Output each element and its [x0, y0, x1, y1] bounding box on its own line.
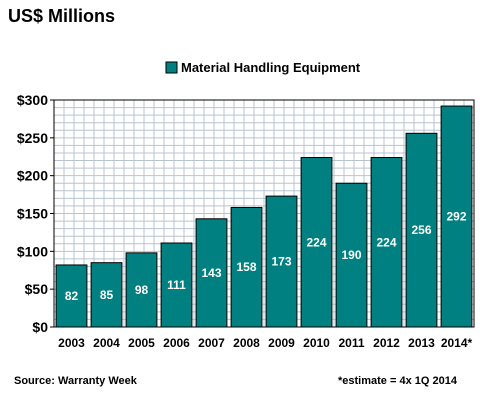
bar	[230, 206, 263, 328]
bar-data-label: 85	[100, 288, 114, 302]
x-tick-label: 2013	[408, 336, 435, 350]
x-tick-label: 2014*	[441, 336, 473, 350]
y-tick-label: $250	[17, 130, 48, 146]
bar-data-label: 98	[135, 283, 149, 297]
y-axis-ticks: $0 $50 $100 $150 $200 $250 $300	[17, 92, 54, 335]
y-tick-label: $50	[25, 281, 49, 297]
bar	[160, 242, 193, 328]
y-tick-label: $200	[17, 168, 48, 184]
x-tick-label: 2003	[58, 336, 85, 350]
legend-swatch	[165, 61, 178, 74]
bar-data-label: 158	[236, 260, 256, 274]
bar-data-label: 143	[201, 266, 221, 280]
legend: Material Handling Equipment	[165, 60, 361, 75]
y-tick-label: $300	[17, 92, 48, 108]
y-tick-label: $150	[17, 206, 48, 222]
legend-label: Material Handling Equipment	[181, 60, 361, 75]
bar	[405, 132, 438, 328]
bar-data-label: 292	[446, 210, 466, 224]
estimate-note: *estimate = 4x 1Q 2014	[338, 375, 458, 387]
x-tick-label: 2011	[338, 336, 364, 350]
bar-data-label: 224	[376, 235, 396, 249]
chart-title: US$ Millions	[8, 6, 115, 26]
x-tick-label: 2005	[128, 336, 155, 350]
plot-frame	[53, 99, 475, 328]
x-tick-label: 2004	[93, 336, 120, 350]
x-tick-label: 2010	[303, 336, 330, 350]
bar-data-label: 224	[306, 235, 326, 249]
bars	[55, 105, 473, 328]
bar-data-label: 190	[341, 248, 361, 262]
bar	[440, 105, 473, 328]
x-tick-label: 2008	[233, 336, 260, 350]
x-tick-label: 2012	[373, 336, 400, 350]
x-tick-label: 2009	[268, 336, 295, 350]
x-axis-ticks: 2003 2004 2005 2006 2007 2008 2009 2010 2011 2012…	[58, 336, 472, 350]
y-tick-label: $100	[17, 243, 48, 259]
bar-data-label: 111	[167, 278, 186, 292]
x-tick-label: 2007	[198, 336, 225, 350]
bar	[55, 264, 88, 328]
y-tick-label: $0	[32, 319, 48, 335]
x-tick-label: 2006	[163, 336, 190, 350]
bar-data-label: 82	[65, 289, 79, 303]
bar-data-label: 173	[271, 255, 291, 269]
source-note: Source: Warranty Week	[14, 375, 138, 387]
bar	[300, 157, 333, 328]
bar-labels: 82 85 98 111 143 158 173 224 190 224 256 292	[65, 210, 467, 303]
bar	[335, 182, 368, 328]
bar	[265, 195, 298, 328]
bar-data-label: 256	[411, 223, 431, 237]
bar	[370, 157, 403, 328]
